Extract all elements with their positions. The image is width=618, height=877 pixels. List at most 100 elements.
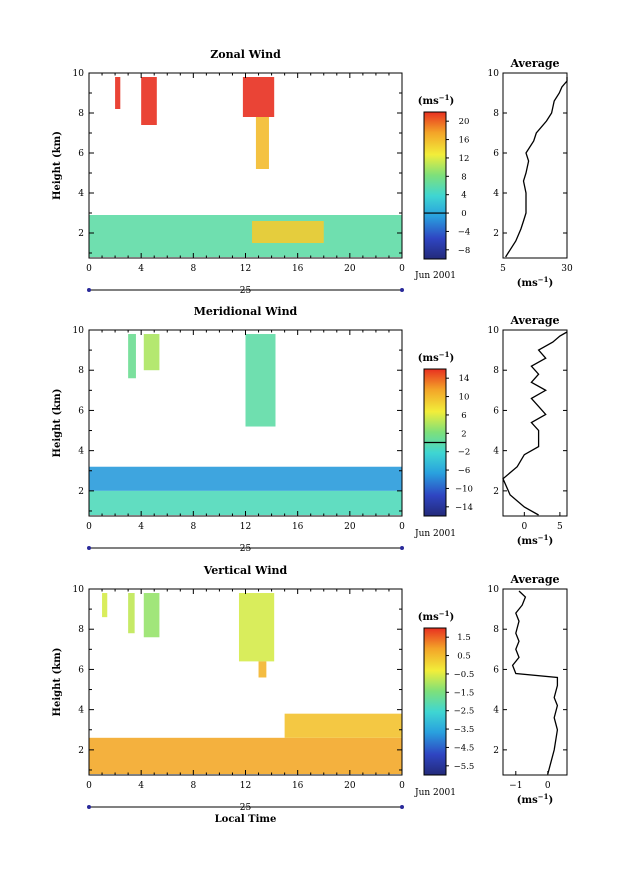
profile-y-tick-label: 2 [493, 229, 499, 239]
colorbar-tick-label: 10 [459, 393, 470, 403]
heatmap-cell [284, 713, 402, 738]
colorbar-tick-label: −2.5 [454, 707, 475, 717]
profile-title: Average [509, 573, 559, 586]
colorbar: (ms−1) 14 10 6 2 −2 −6 −10 −14 [418, 350, 473, 517]
y-tick-label: 4 [78, 706, 84, 716]
x-tick-label: 4 [138, 522, 144, 532]
y-tick-label: 2 [78, 487, 84, 497]
heatmap-cell [238, 593, 275, 662]
date-marker [87, 805, 91, 809]
heatmap-cell [89, 466, 402, 491]
profile-y-tick-label: 6 [493, 665, 499, 675]
x-tick-label: 8 [190, 522, 196, 532]
profile-y-tick-label: 2 [493, 487, 499, 497]
y-tick-label: 6 [78, 406, 84, 416]
y-tick-label: 8 [78, 625, 84, 635]
date-marker [400, 546, 404, 550]
profile-x-label: (ms−1) [517, 792, 553, 806]
colorbar-unit: (ms−1) [418, 93, 454, 107]
date-marker [87, 546, 91, 550]
x-tick-label: 4 [138, 781, 144, 791]
profile-y-tick-label: 10 [488, 69, 500, 79]
x-tick-label: 20 [344, 522, 356, 532]
heatmap-field [89, 77, 402, 257]
colorbar-scale [423, 111, 447, 260]
profile-frame [502, 329, 568, 517]
heatmap-cell [128, 334, 136, 379]
colorbar-tick-label: 8 [461, 172, 466, 182]
y-tick-label: 4 [78, 447, 84, 457]
x-tick-label: 0 [86, 522, 92, 532]
x-tick-label: 16 [292, 264, 304, 274]
heatmap-cell [258, 661, 267, 678]
x-axis-label: Local Time [215, 814, 277, 825]
heatmap-cell [245, 334, 276, 427]
profile-y-tick-label: 6 [493, 149, 499, 159]
colorbar-tick-label: 14 [459, 374, 470, 384]
colorbar-tick-label: 1.5 [457, 633, 471, 643]
profile-line [505, 77, 568, 258]
profile-x-label: (ms−1) [517, 275, 553, 289]
profile-x-tick-label: 5 [557, 522, 563, 532]
x-tick-label: 16 [292, 522, 304, 532]
profile-x-tick-label: −1 [509, 781, 522, 791]
colorbar-tick-label: 0 [461, 209, 466, 219]
profile-frame [502, 588, 568, 776]
colorbar-tick-label: 20 [459, 117, 470, 127]
x-tick-label: 8 [190, 781, 196, 791]
colorbar-tick-label: −8 [458, 246, 471, 256]
colorbar-tick-label: 6 [461, 411, 466, 421]
x-tick-label: 0 [86, 781, 92, 791]
y-tick-label: 4 [78, 189, 84, 199]
heatmap-cell [141, 77, 157, 125]
x-tick-label: 20 [344, 264, 356, 274]
x-tick-label: 0 [399, 781, 405, 791]
month-label: Jun 2001 [414, 788, 456, 798]
date-label: 25 [240, 286, 252, 296]
x-tick-label: 0 [86, 264, 92, 274]
panel-2: Meridional Wind 2 4 6 8 10 Height (km) 0 4 8 12 16 2… [52, 305, 568, 554]
heatmap-cell [115, 77, 121, 109]
date-marker [400, 805, 404, 809]
x-tick-label: 4 [138, 264, 144, 274]
profile-y-tick-label: 2 [493, 746, 499, 756]
y-tick-label: 6 [78, 665, 84, 675]
profile-y-tick-label: 4 [493, 447, 499, 457]
y-tick-label: 8 [78, 366, 84, 376]
x-tick-label: 12 [240, 522, 251, 532]
colorbar-tick-label: 0.5 [457, 652, 471, 662]
colorbar: (ms−1)1.5 0.5 −0.5 −1.5 −2.5 −3.5 −4.5 −5.5 [418, 609, 475, 776]
heatmap-field [89, 334, 402, 515]
x-tick-label: 20 [344, 781, 356, 791]
y-axis-label: Height (km) [52, 648, 63, 717]
x-tick-label: 16 [292, 781, 304, 791]
colorbar-tick-label: −4.5 [454, 743, 475, 753]
date-label: 25 [240, 544, 252, 554]
heatmap-cell [102, 593, 108, 618]
y-axis-label: Height (km) [52, 131, 63, 200]
profile-y-tick-label: 10 [488, 326, 500, 336]
heatmap-cell [242, 77, 275, 117]
x-tick-label: 8 [190, 264, 196, 274]
colorbar-unit: (ms−1) [418, 350, 454, 364]
heatmap-cell [128, 593, 135, 634]
colorbar-scale [423, 627, 447, 776]
panel-title: Zonal Wind [210, 48, 281, 61]
colorbar-tick-label: −14 [455, 503, 473, 513]
panel-title: Vertical Wind [203, 564, 288, 577]
profile-x-tick-label: 5 [500, 264, 506, 274]
profile-frame [502, 72, 568, 259]
profile-x-tick-label: 0 [545, 781, 551, 791]
profile-x-tick-label: 30 [561, 264, 573, 274]
date-marker [87, 288, 91, 292]
colorbar-tick-label: −1.5 [454, 688, 475, 698]
profile-title: Average [509, 57, 559, 70]
profile-y-tick-label: 8 [493, 109, 499, 119]
heatmap-field [89, 593, 402, 774]
date-label: 25 [240, 803, 252, 813]
heatmap-cell [143, 334, 160, 371]
y-tick-label: 2 [78, 746, 84, 756]
colorbar-tick-label: −3.5 [454, 725, 475, 735]
heatmap-cell [143, 593, 160, 638]
